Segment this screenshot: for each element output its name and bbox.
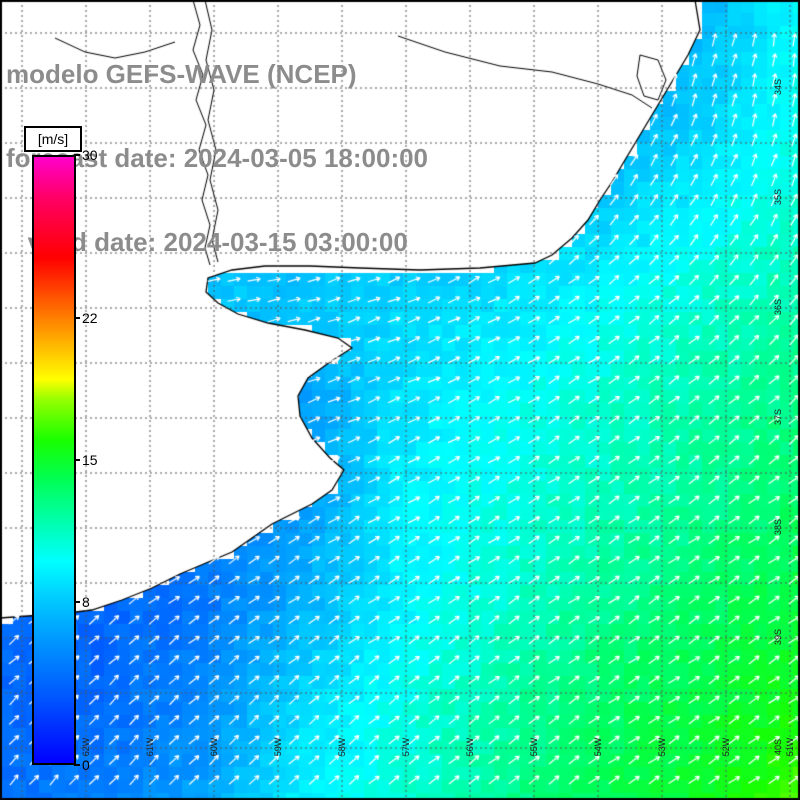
colorbar-tick-label: 30 [82,147,98,163]
colorbar-units-label: [m/s] [24,126,82,152]
lon-label: 52W [721,737,731,757]
lat-label: 37S [773,409,783,426]
colorbar-tick-label: 15 [82,452,98,468]
lon-label: 51W [785,737,795,757]
colorbar-tick-mark [74,764,80,766]
lat-label: 34S [773,79,783,96]
lon-label: 55W [529,737,539,757]
lon-label: 53W [657,737,667,757]
colorbar-tick-mark [74,601,80,604]
lon-label: 60W [209,737,219,757]
colorbar-tick-label: 8 [82,594,90,611]
lon-label: 57W [401,737,411,757]
lon-label: 59W [273,737,283,757]
lon-label: 62W [81,737,91,757]
lon-label: 54W [593,737,603,757]
colorbar-tick-label: 0 [82,757,90,773]
lat-label: 40S [773,739,783,756]
lat-label: 35S [773,189,783,206]
colorbar-tick-mark [74,154,80,156]
lat-label: 38S [773,519,783,536]
lat-label: 36S [773,299,783,316]
colorbar-tick-mark [74,459,80,461]
title-line-model: modelo GEFS-WAVE (NCEP) [6,59,357,89]
colorbar-tick-label: 22 [82,309,98,326]
lon-label: 56W [465,737,475,757]
lon-label: 58W [337,737,347,757]
lon-label: 61W [145,737,155,757]
lat-label: 39S [773,629,783,646]
colorbar [32,155,76,765]
colorbar-tick-mark [74,316,80,319]
